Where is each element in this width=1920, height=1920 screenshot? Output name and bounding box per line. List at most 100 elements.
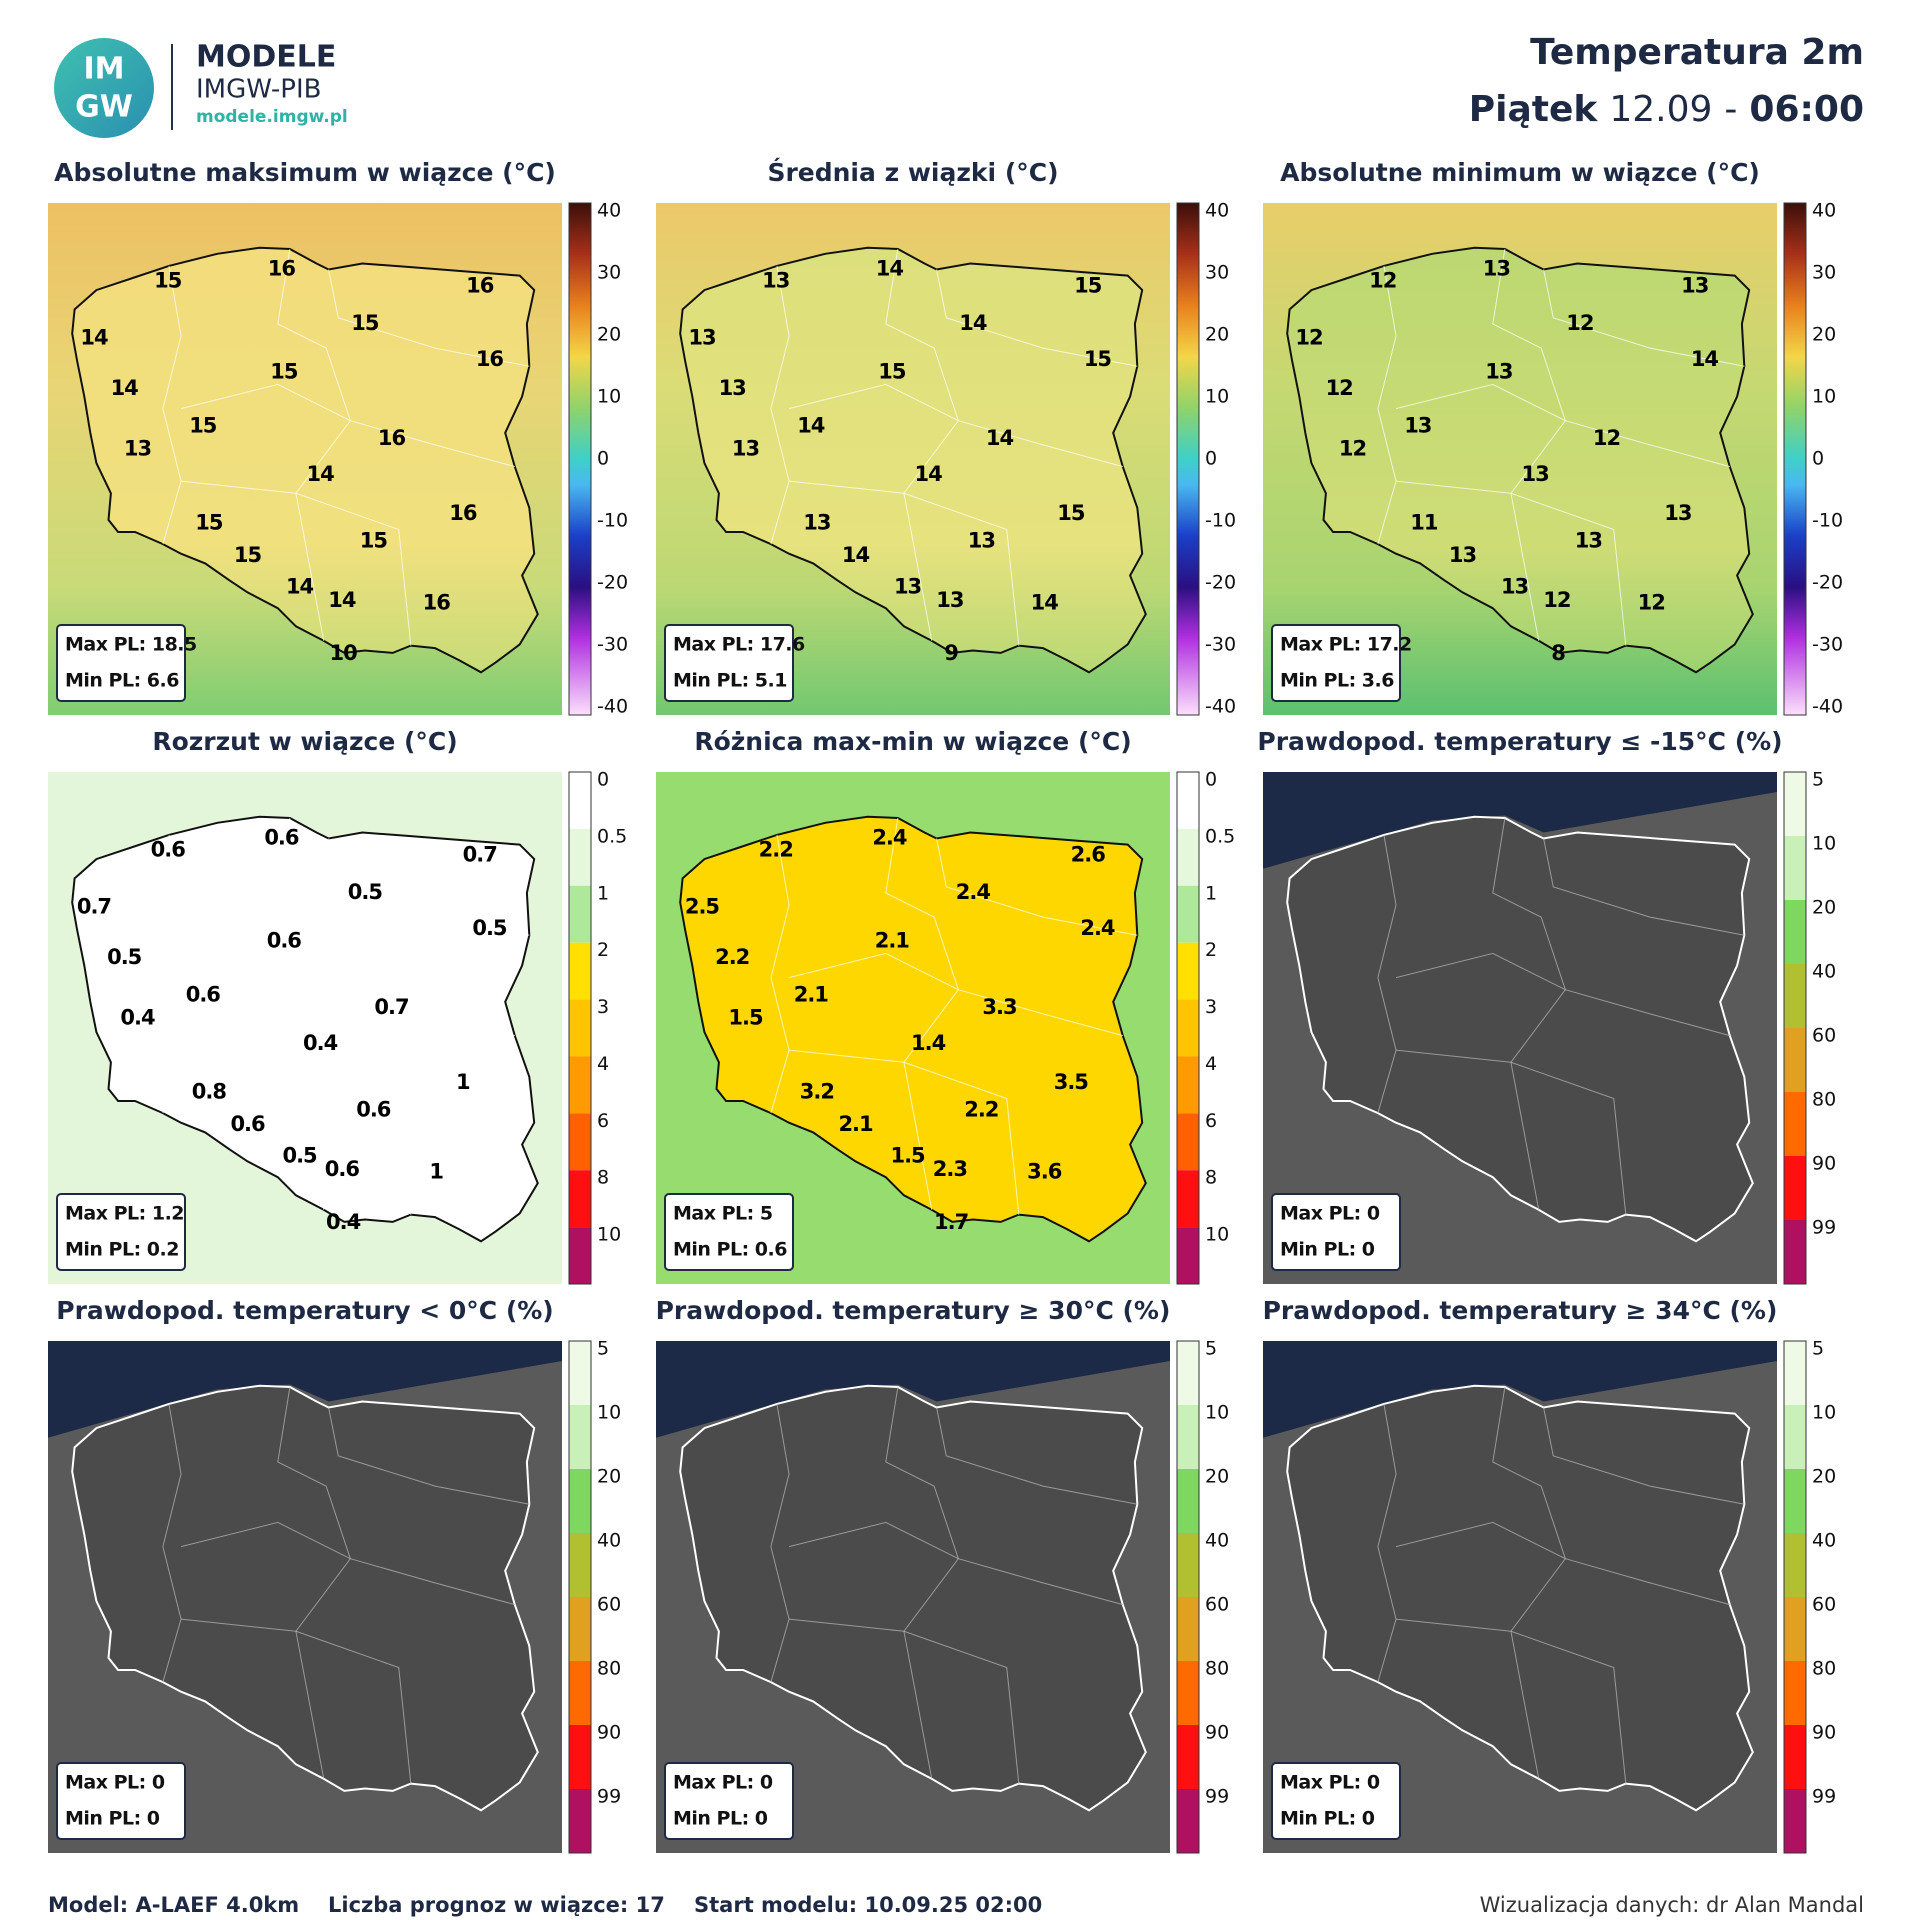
map-value: 13 <box>732 437 759 461</box>
colorbar-label: 0 <box>1205 448 1217 470</box>
stats-box <box>56 1193 186 1271</box>
region-border <box>1377 834 1397 1114</box>
colorbar-band <box>569 999 591 1057</box>
colorbar-label: 20 <box>1812 897 1836 919</box>
region-border <box>1395 383 1566 422</box>
map-value: 15 <box>189 414 217 438</box>
map-value: 3.5 <box>1054 1070 1089 1094</box>
stats-box <box>664 624 794 702</box>
map-value: 14 <box>797 414 825 438</box>
colorbar-label: 10 <box>597 1402 621 1424</box>
colorbar-label: 90 <box>1812 1153 1836 1175</box>
region-border <box>885 1386 959 1779</box>
map-value: 14 <box>842 543 870 567</box>
colorbar-band <box>1177 1661 1199 1725</box>
colorbar-label: 20 <box>597 1466 621 1488</box>
region-border <box>350 1558 515 1606</box>
colorbar-label: 99 <box>1812 1217 1836 1239</box>
region-border <box>1565 420 1730 468</box>
region-border <box>328 269 530 367</box>
colorbar-band <box>569 772 591 829</box>
map-value: 14 <box>80 325 108 349</box>
colorbar-label: 10 <box>1205 386 1229 408</box>
region-border <box>936 1407 1138 1505</box>
map-value: 15 <box>1057 501 1085 525</box>
region-border <box>1377 1403 1397 1683</box>
colorbar-label: -10 <box>1812 510 1843 532</box>
map-value: 0.5 <box>282 1144 317 1168</box>
map <box>1263 203 1777 715</box>
map-value: 13 <box>803 510 830 534</box>
colorbar-label: 10 <box>1812 386 1836 408</box>
region-border <box>180 480 296 494</box>
colorbar-label: 99 <box>1812 1786 1836 1808</box>
map-value: 2.2 <box>964 1098 998 1122</box>
region-border <box>350 989 515 1037</box>
country <box>1286 246 1754 674</box>
footer: Model: A-LAEF 4.0km Liczba prognoz w wią… <box>48 1893 1864 1917</box>
min-label: Min PL: 0.6 <box>673 1239 787 1261</box>
map-value: 14 <box>915 462 943 486</box>
colorbar-label: 6 <box>597 1110 609 1132</box>
colorbar-band <box>569 1661 591 1725</box>
colorbar <box>568 202 592 716</box>
region-border <box>295 1630 412 1784</box>
region-border <box>328 838 530 936</box>
footer-model: Model: A-LAEF 4.0km <box>48 1893 299 1917</box>
colorbar-band <box>569 1170 591 1228</box>
panel-title: Prawdopod. temperatury ≤ -15°C (%) <box>1257 727 1782 756</box>
colorbar-label: 80 <box>1205 1658 1229 1680</box>
colorbar-band <box>569 1789 591 1853</box>
colorbar-band <box>569 1597 591 1661</box>
colorbar-band <box>1177 1405 1199 1469</box>
colorbar-band <box>1177 1341 1199 1405</box>
country <box>1286 815 1754 1243</box>
region-border <box>180 1521 351 1560</box>
region-border <box>788 480 904 494</box>
colorbar-label: -10 <box>1205 510 1236 532</box>
colorbar-label: 1 <box>597 882 609 904</box>
panel: Średnia z wiązki (°C) 13 14 15 13 14 15 15 13 14 1… <box>656 157 1236 718</box>
colorbar-label: 80 <box>597 1658 621 1680</box>
region-border <box>788 383 959 422</box>
map-value: 0.4 <box>326 1210 361 1234</box>
country <box>1286 1384 1754 1812</box>
map-value: 12 <box>1543 588 1570 612</box>
colorbar-label: 99 <box>597 1786 621 1808</box>
colorbar-label: -20 <box>1812 572 1843 594</box>
stats-box <box>664 1193 794 1271</box>
map-value: 15 <box>234 543 262 567</box>
region-border <box>958 1558 1123 1606</box>
map-value: 12 <box>1638 590 1665 614</box>
map-value: 0.6 <box>230 1112 265 1136</box>
region-border <box>936 838 1138 936</box>
map-value: 2.1 <box>794 983 829 1007</box>
colorbar-band <box>569 1227 591 1284</box>
colorbar <box>1176 202 1200 716</box>
map-value: 13 <box>1522 462 1549 486</box>
region-border <box>1543 269 1745 367</box>
colorbar-band <box>1784 1405 1806 1469</box>
colorbar-label: 0 <box>1205 769 1217 791</box>
region-border <box>180 1049 296 1063</box>
header: IM GW MODELE IMGW-PIB modele.imgw.pl Tem… <box>54 32 1864 138</box>
map-value: 14 <box>1031 590 1059 614</box>
colorbar-label: 10 <box>1812 833 1836 855</box>
colorbar-label: 40 <box>597 200 621 222</box>
colorbar-band <box>569 1405 591 1469</box>
panel-title: Absolutne minimum w wiązce (°C) <box>1280 158 1760 187</box>
colorbar-label: 40 <box>597 1530 621 1552</box>
region-border <box>958 989 1123 1037</box>
map-value: 13 <box>1664 501 1691 525</box>
max-label: Max PL: 0 <box>65 1772 165 1794</box>
map-value: 13 <box>1404 414 1431 438</box>
colorbar-band <box>1784 1469 1806 1533</box>
region-border <box>1543 838 1745 936</box>
stats-box <box>1271 1762 1401 1840</box>
map-value: 0.6 <box>325 1157 360 1181</box>
colorbar-label: -40 <box>1205 696 1236 718</box>
stats-box <box>664 1762 794 1840</box>
colorbar-band <box>1784 1092 1806 1156</box>
map-value: 9 <box>944 641 958 665</box>
